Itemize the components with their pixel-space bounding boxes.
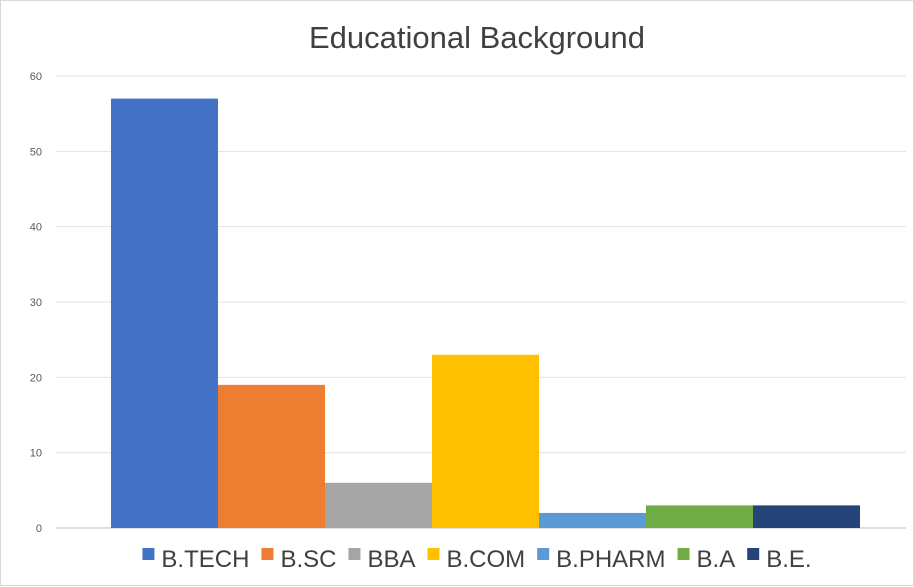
legend-item: B.COM bbox=[427, 546, 525, 573]
y-tick-label: 60 bbox=[30, 71, 42, 83]
legend-marker bbox=[537, 548, 550, 560]
y-tick-label: 20 bbox=[30, 372, 42, 384]
legend-item: B.SC bbox=[261, 546, 336, 573]
legend-marker bbox=[427, 548, 440, 560]
legend-marker bbox=[261, 548, 274, 560]
legend-item: BBA bbox=[348, 546, 415, 573]
legend-marker bbox=[142, 548, 155, 560]
legend-item: B.PHARM bbox=[537, 546, 666, 573]
legend: B.TECH B.SC BBA B.COM B.PHARM B.A B.E. bbox=[142, 546, 812, 573]
bar-bba bbox=[325, 482, 432, 528]
legend-item: B.A bbox=[677, 546, 736, 573]
y-axis-ticks: 0 10 20 30 40 50 60 bbox=[30, 71, 42, 535]
chart-title: Educational Background bbox=[309, 20, 645, 55]
y-tick-label: 0 bbox=[36, 523, 42, 535]
y-tick-label: 10 bbox=[30, 448, 42, 460]
legend-label: B.COM bbox=[446, 546, 525, 573]
legend-label: B.SC bbox=[280, 546, 336, 573]
bar-b-e bbox=[753, 505, 860, 528]
bars bbox=[111, 98, 860, 528]
bar-b-com bbox=[432, 354, 539, 528]
y-tick-label: 40 bbox=[30, 222, 42, 234]
legend-label: B.E. bbox=[766, 546, 811, 573]
bar-b-pharm bbox=[539, 512, 646, 528]
bar-b-a bbox=[646, 505, 753, 528]
y-tick-label: 50 bbox=[30, 146, 42, 158]
legend-item: B.E. bbox=[747, 546, 812, 573]
legend-label: B.A bbox=[697, 546, 736, 573]
legend-marker bbox=[348, 548, 361, 560]
legend-label: B.PHARM bbox=[556, 546, 665, 573]
legend-item: B.TECH bbox=[142, 546, 249, 573]
legend-label: BBA bbox=[367, 546, 415, 573]
legend-marker bbox=[747, 548, 760, 560]
bar-b-tech bbox=[111, 98, 218, 528]
bar-b-sc bbox=[218, 384, 325, 528]
y-tick-label: 30 bbox=[30, 297, 42, 309]
legend-label: B.TECH bbox=[161, 546, 249, 573]
legend-marker bbox=[677, 548, 690, 560]
